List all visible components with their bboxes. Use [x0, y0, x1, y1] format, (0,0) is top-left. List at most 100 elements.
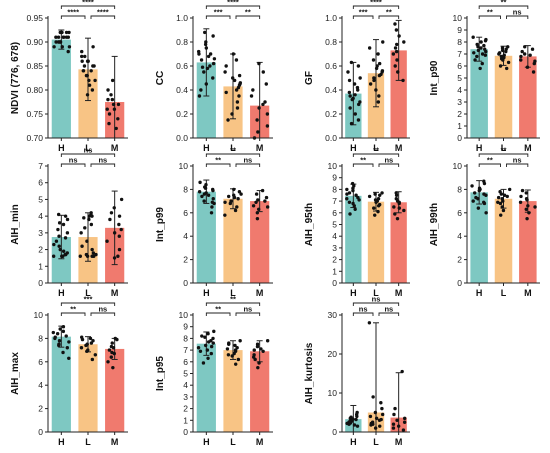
data-point — [110, 97, 115, 102]
data-point — [64, 334, 68, 338]
data-point — [500, 46, 505, 50]
x-tick-label: M — [111, 437, 119, 447]
significance-bracket — [352, 302, 400, 306]
data-point — [533, 59, 537, 63]
data-point — [112, 206, 116, 210]
data-point — [206, 340, 211, 344]
data-point — [107, 121, 111, 126]
x-tick-label: H — [58, 143, 65, 153]
data-point — [117, 222, 121, 227]
data-point — [233, 208, 238, 213]
data-point — [255, 342, 260, 346]
data-point — [256, 198, 260, 202]
data-point — [223, 213, 227, 217]
data-point — [374, 88, 378, 92]
data-point — [376, 52, 380, 56]
data-point — [263, 199, 267, 203]
data-point — [211, 341, 215, 345]
y-tick-label: 0.70 — [26, 133, 43, 143]
data-point — [352, 423, 357, 427]
chart-panel: 0.70 0.75 0.80 0.85 0.90 0.95 H L M NDVI (776, 67… — [10, 0, 128, 153]
bar — [196, 191, 216, 283]
data-point — [78, 254, 83, 258]
data-point — [352, 82, 357, 86]
data-point — [238, 339, 242, 343]
data-point — [256, 365, 260, 370]
y-tick-label: 4 — [38, 211, 43, 221]
data-point — [472, 191, 477, 195]
data-point — [348, 106, 352, 110]
bar — [250, 201, 270, 283]
significance-bracket — [352, 163, 374, 167]
data-point — [373, 213, 377, 217]
data-point — [255, 118, 259, 122]
y-tick-label: 0.90 — [26, 37, 43, 47]
y-tick-label: 6 — [183, 208, 188, 218]
bar — [494, 55, 513, 138]
y-tick-label: 0 — [38, 427, 43, 437]
y-axis-title: AIH_min — [10, 204, 21, 245]
data-point — [395, 216, 400, 221]
data-point — [208, 64, 212, 68]
bar — [51, 39, 71, 138]
data-point — [113, 336, 117, 341]
significance-bracket — [205, 15, 231, 19]
data-point — [400, 369, 404, 374]
data-point — [356, 64, 361, 68]
data-point — [353, 112, 357, 116]
data-point — [393, 46, 398, 50]
data-point — [63, 236, 68, 240]
data-point — [499, 213, 503, 217]
y-tick-label: 1 — [38, 261, 43, 271]
data-point — [203, 335, 207, 339]
data-point — [347, 78, 352, 83]
significance-bracket — [90, 312, 116, 316]
data-point — [80, 337, 85, 342]
data-point — [201, 361, 206, 365]
bar — [196, 62, 216, 138]
data-point — [107, 348, 112, 352]
data-point — [353, 93, 357, 97]
data-point — [401, 428, 406, 432]
data-point — [233, 343, 237, 348]
data-point — [368, 82, 373, 86]
data-point — [107, 112, 112, 116]
y-tick-label: 10 — [453, 161, 463, 171]
x-tick-label: M — [395, 288, 403, 298]
data-point — [87, 214, 91, 218]
data-point — [61, 325, 66, 329]
data-point — [202, 70, 206, 74]
y-tick-label: 0 — [332, 278, 337, 288]
data-point — [373, 192, 377, 196]
data-point — [110, 78, 115, 83]
chart-panel: 0 2 4 6 8 10 H L M AIH_99th ** ** ns — [429, 146, 540, 298]
y-tick-label: 0 — [183, 278, 188, 288]
data-point — [67, 45, 72, 49]
data-point — [500, 48, 505, 53]
data-point — [479, 46, 483, 50]
data-point — [371, 395, 375, 399]
data-point — [109, 93, 113, 97]
data-point — [204, 46, 209, 50]
significance-bracket — [352, 5, 400, 9]
data-point — [57, 244, 61, 248]
y-axis-title: AIH_99th — [429, 203, 440, 246]
bar — [51, 336, 71, 432]
data-point — [376, 100, 381, 104]
data-point — [119, 197, 124, 202]
data-point — [56, 212, 61, 217]
data-point — [52, 242, 56, 247]
data-point — [356, 195, 360, 200]
data-point — [480, 61, 484, 66]
significance-label: ns — [98, 305, 107, 314]
y-tick-label: 3 — [457, 97, 462, 107]
data-point — [90, 357, 95, 362]
significance-label: ** — [501, 146, 507, 155]
data-point — [58, 30, 62, 35]
data-point — [261, 70, 265, 74]
data-point — [106, 88, 110, 92]
y-tick-label: 8 — [183, 184, 188, 194]
data-point — [393, 406, 397, 411]
data-point — [83, 226, 87, 230]
